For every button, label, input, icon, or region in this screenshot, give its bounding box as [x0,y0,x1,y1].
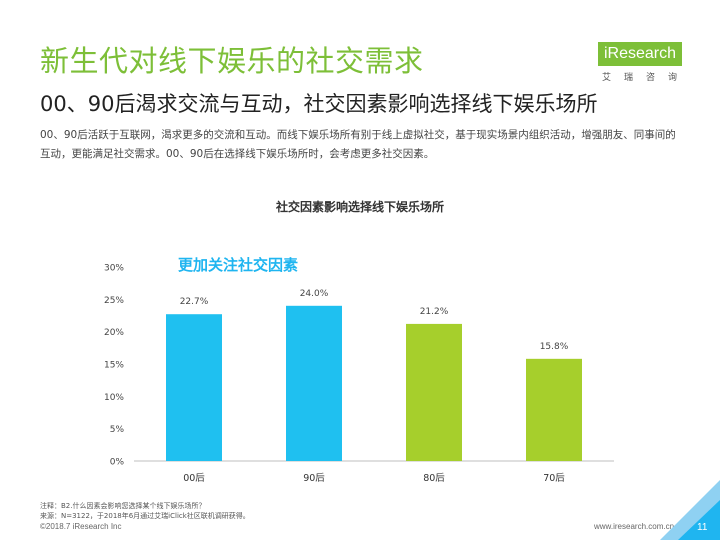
page-title: 新生代对线下娱乐的社交需求 [40,44,424,78]
footer-copyright: ©2018.7 iResearch Inc [40,522,122,531]
y-tick-label: 10% [104,393,124,403]
logo-subtext: 艾瑞咨询 [602,73,691,83]
data-label: 22.7% [180,297,209,307]
source-notes: 注释：B2.什么因素会影响您选择某个线下娱乐场所？ 来源：N=3122，于201… [40,501,250,521]
corner-decoration [660,480,720,540]
iresearch-logo: iResearch 艾瑞咨询 [588,38,688,84]
logo-text: iResearch [604,45,677,62]
x-tick-label: 80后 [423,473,445,484]
chart-title: 社交因素影响选择线下娱乐场所 [275,200,444,214]
data-label: 24.0% [300,289,329,299]
page-description: 00、90后活跃于互联网，渴求更多的交流和互动。而线下娱乐场所有别于线上虚拟社交… [40,129,676,160]
page-subtitle: 00、90后渴求交流与互动，社交因素影响选择线下娱乐场所 [40,92,598,116]
y-tick-label: 20% [104,328,124,338]
bar [166,314,222,461]
page-number: 11 [697,522,708,533]
bar [406,323,462,461]
footer-website: www.iresearch.com.cn [594,522,675,531]
bar [526,358,582,461]
x-tick-label: 90后 [303,473,325,484]
note-source: 来源：N=3122，于2018年6月通过艾瑞iClick社区联机调研获得。 [40,512,250,520]
data-label: 21.2% [420,307,449,317]
data-label: 15.8% [540,342,569,352]
y-tick-label: 0% [110,458,125,468]
chart-callout: 更加关注社交因素 [178,256,299,274]
y-tick-label: 25% [104,296,124,306]
y-tick-label: 15% [104,361,124,371]
y-tick-label: 5% [110,425,125,435]
y-tick-label: 30% [104,264,124,274]
logo-badge: iResearch [598,42,682,66]
note-question: 注释：B2.什么因素会影响您选择某个线下娱乐场所？ [40,502,206,510]
x-tick-label: 70后 [543,473,565,484]
bar [286,305,342,461]
x-tick-label: 00后 [183,473,205,484]
